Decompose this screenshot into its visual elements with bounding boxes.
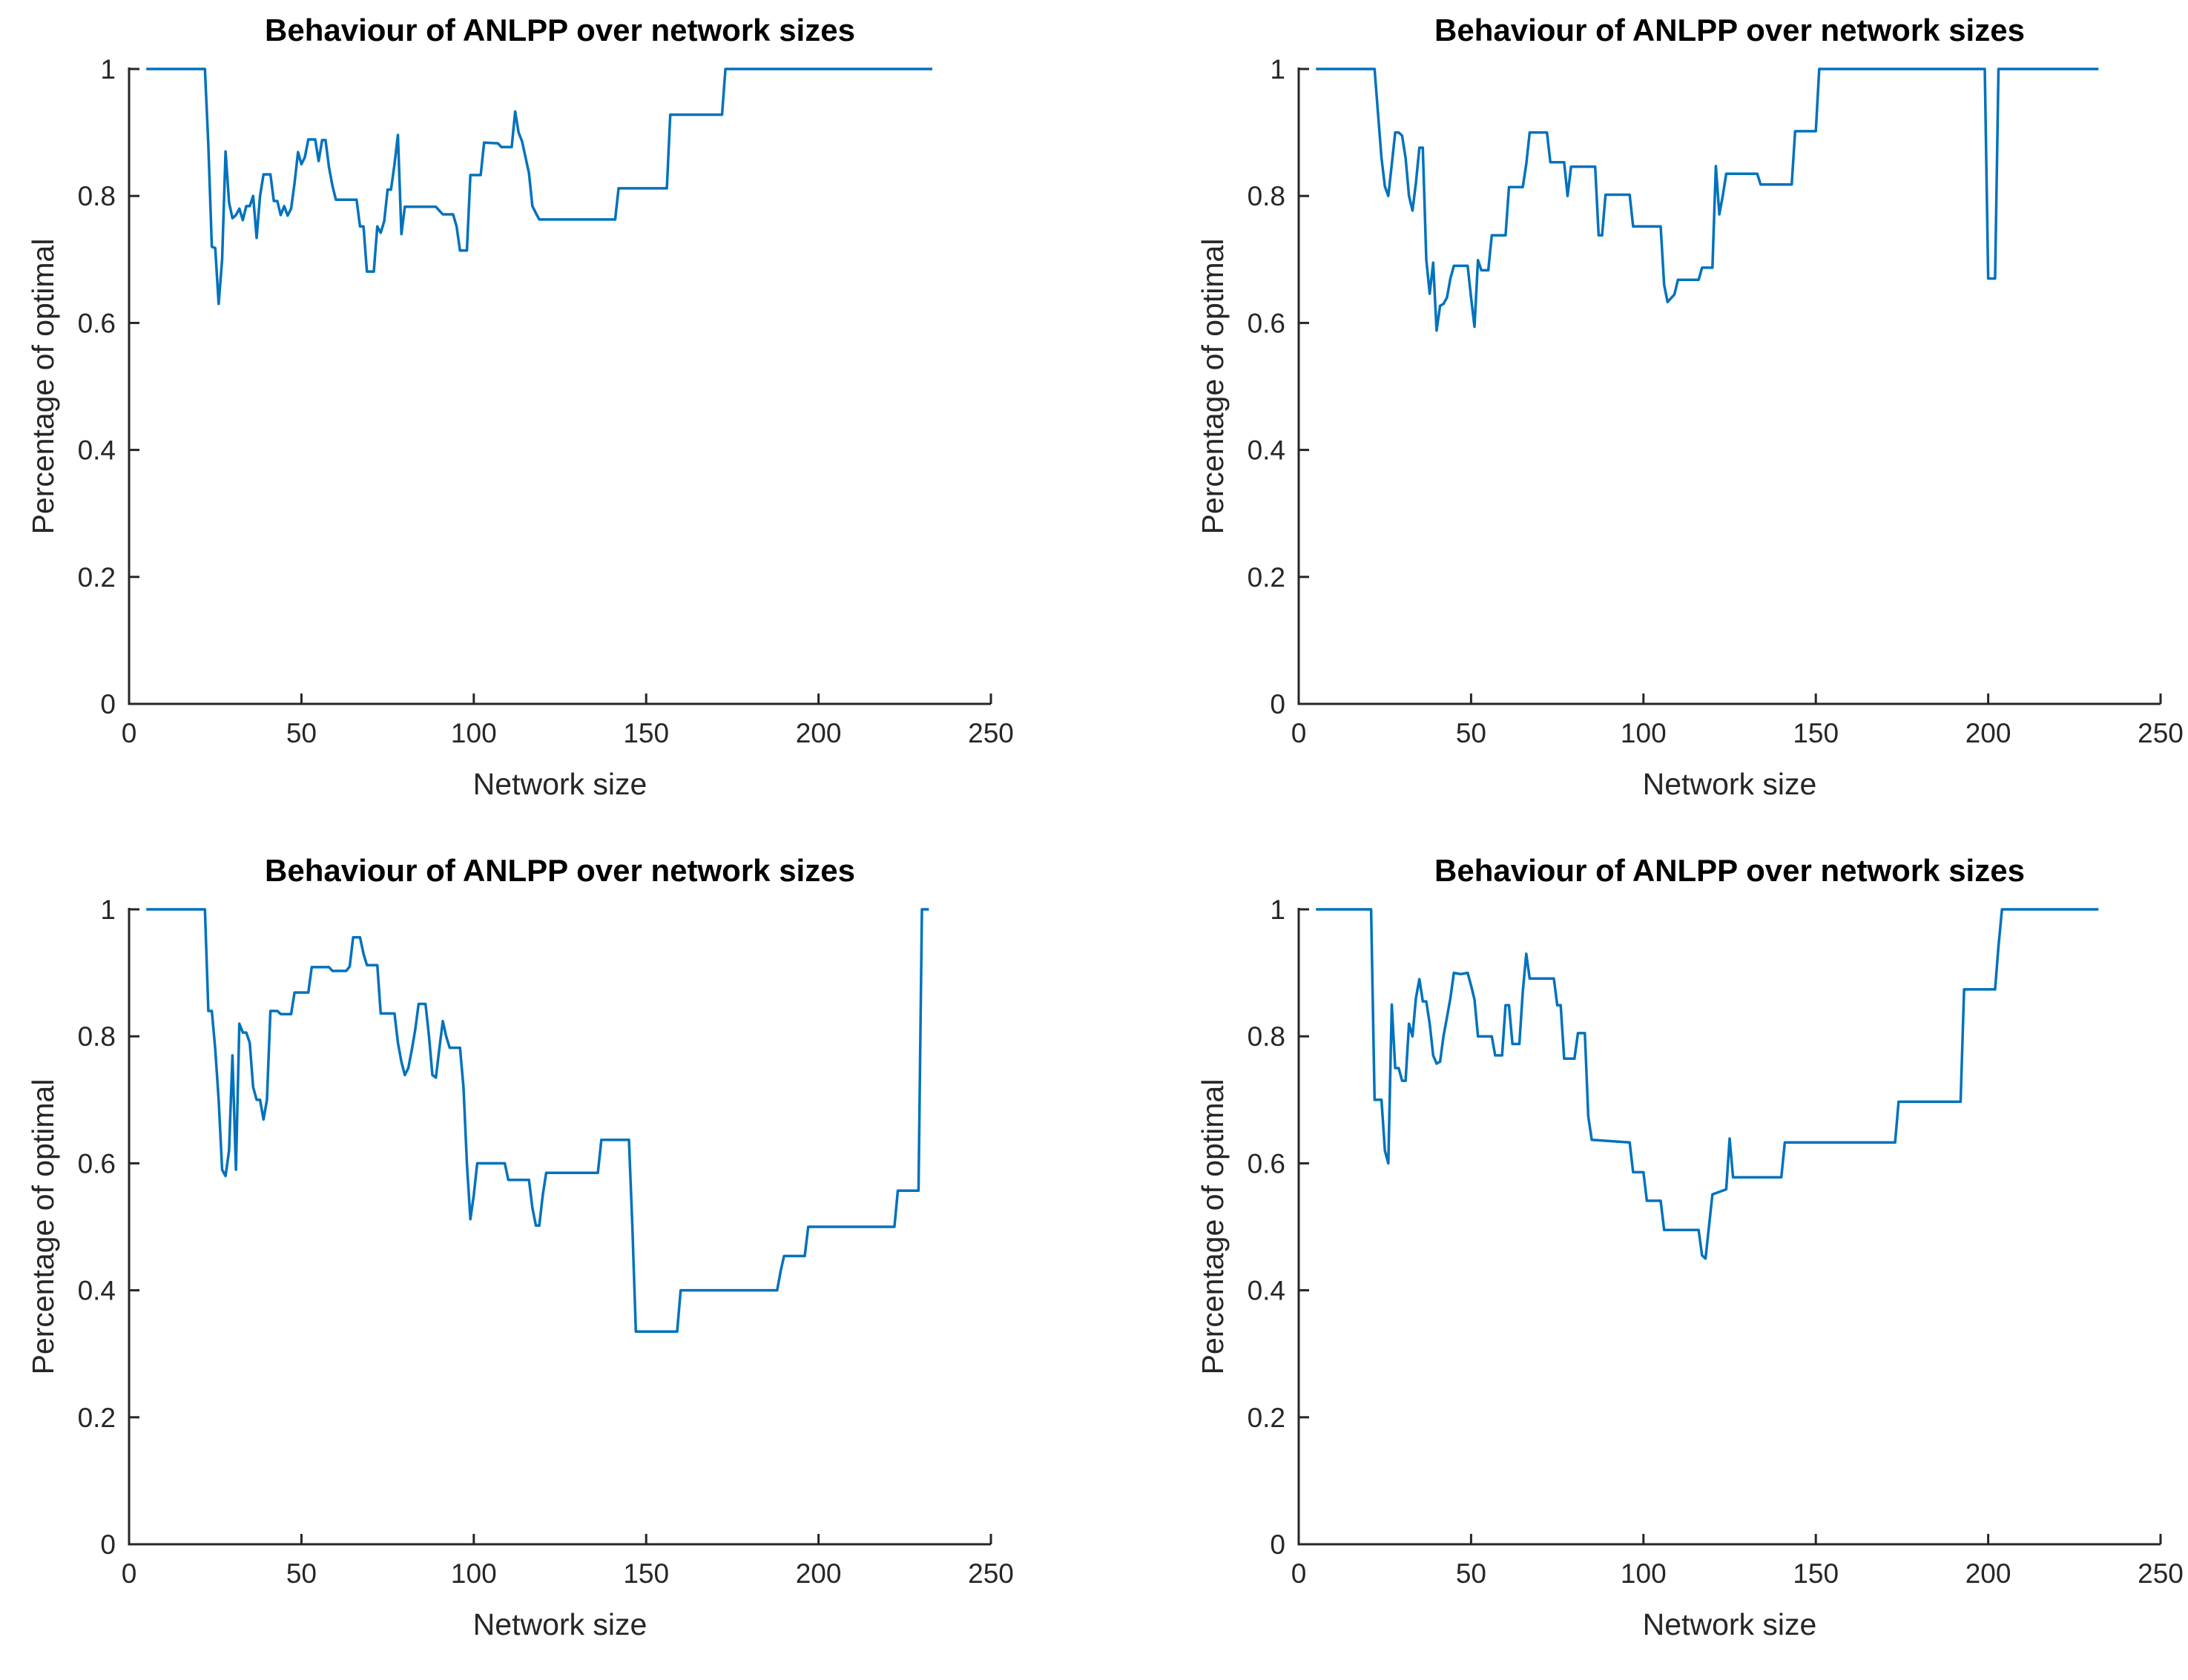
x-tick-label: 150 bbox=[1793, 718, 1839, 748]
y-tick-label: 0.6 bbox=[78, 308, 116, 338]
subplot-top-left: Behaviour of ANLPP over network sizes 0 50… bbox=[0, 0, 1094, 840]
x-tick-label: 0 bbox=[1291, 718, 1307, 748]
x-tick-label: 50 bbox=[286, 718, 317, 748]
x-tick-label: 50 bbox=[286, 1558, 317, 1589]
y-tick-label: 0.8 bbox=[78, 1021, 116, 1052]
x-axis-label: Network size bbox=[473, 767, 647, 801]
y-tick-label: 0.2 bbox=[78, 1403, 116, 1433]
y-tick-label: 0.8 bbox=[1248, 1021, 1285, 1052]
y-tick-label: 1 bbox=[1270, 54, 1285, 85]
x-tick-label: 150 bbox=[623, 1558, 669, 1589]
subplot-bottom-right: Behaviour of ANLPP over network sizes 0 50… bbox=[1094, 840, 2188, 1680]
x-tick-label: 250 bbox=[2138, 1558, 2184, 1589]
x-tick-label: 50 bbox=[1456, 718, 1486, 748]
plot-title: Behaviour of ANLPP over network sizes bbox=[265, 853, 855, 888]
data-line-anlpp bbox=[146, 908, 929, 1333]
x-tick-label: 250 bbox=[968, 718, 1014, 748]
subplot-bottom-left: Behaviour of ANLPP over network sizes 0 50… bbox=[0, 840, 1094, 1680]
y-tick-label: 0.4 bbox=[1248, 1276, 1285, 1306]
x-tick-label: 150 bbox=[623, 718, 669, 748]
x-tick-label: 200 bbox=[796, 718, 842, 748]
y-axis-label: Percentage of optimal bbox=[1196, 239, 1230, 535]
plot-title: Behaviour of ANLPP over network sizes bbox=[1434, 13, 2025, 47]
subplot-top-left-canvas: Behaviour of ANLPP over network sizes 0 50… bbox=[26, 13, 1014, 801]
x-tick-label: 100 bbox=[451, 1558, 497, 1589]
data-line-anlpp bbox=[1316, 908, 2099, 1260]
x-tick-label: 200 bbox=[796, 1558, 842, 1589]
y-tick-label: 1 bbox=[100, 54, 116, 85]
x-axis-label: Network size bbox=[473, 1607, 647, 1641]
x-tick-label: 250 bbox=[968, 1558, 1014, 1589]
data-line-anlpp bbox=[1316, 67, 2099, 332]
subplot-bottom-right-canvas: Behaviour of ANLPP over network sizes 0 50… bbox=[1196, 853, 2184, 1641]
y-tick-label: 0.6 bbox=[1248, 308, 1285, 338]
x-tick-label: 50 bbox=[1456, 1558, 1486, 1589]
y-axis-label: Percentage of optimal bbox=[26, 239, 60, 535]
y-tick-label: 0.4 bbox=[78, 1276, 116, 1306]
y-tick-label: 0.6 bbox=[78, 1148, 116, 1179]
x-tick-label: 0 bbox=[122, 718, 137, 748]
plot-title: Behaviour of ANLPP over network sizes bbox=[1434, 853, 2025, 888]
data-line-anlpp bbox=[146, 67, 932, 306]
subplot-top-right: Behaviour of ANLPP over network sizes 0 50… bbox=[1094, 0, 2188, 840]
y-tick-label: 0 bbox=[1270, 1529, 1285, 1560]
y-tick-label: 0.4 bbox=[78, 435, 116, 466]
y-axis-label: Percentage of optimal bbox=[26, 1079, 60, 1375]
y-tick-label: 0 bbox=[100, 689, 116, 719]
x-axis-label: Network size bbox=[1643, 1607, 1817, 1641]
x-axis-label: Network size bbox=[1643, 767, 1817, 801]
y-tick-label: 0.2 bbox=[1248, 1403, 1285, 1433]
y-tick-label: 0.8 bbox=[78, 181, 116, 211]
y-tick-label: 0.6 bbox=[1248, 1148, 1285, 1179]
subplot-bottom-left-canvas: Behaviour of ANLPP over network sizes 0 50… bbox=[26, 853, 1014, 1641]
y-tick-label: 0.8 bbox=[1248, 181, 1285, 211]
x-tick-label: 200 bbox=[1965, 718, 2011, 748]
y-tick-label: 1 bbox=[100, 895, 116, 925]
plot-title: Behaviour of ANLPP over network sizes bbox=[265, 13, 855, 47]
x-tick-label: 0 bbox=[122, 1558, 137, 1589]
x-tick-label: 100 bbox=[451, 718, 497, 748]
x-tick-label: 200 bbox=[1965, 1558, 2011, 1589]
subplot-top-right-canvas: Behaviour of ANLPP over network sizes 0 50… bbox=[1196, 13, 2184, 801]
y-tick-label: 0.2 bbox=[1248, 562, 1285, 593]
y-tick-label: 1 bbox=[1270, 895, 1285, 925]
y-tick-label: 0.4 bbox=[1248, 435, 1285, 466]
y-tick-label: 0.2 bbox=[78, 562, 116, 593]
x-tick-label: 100 bbox=[1621, 1558, 1667, 1589]
y-tick-label: 0 bbox=[1270, 689, 1285, 719]
x-tick-label: 250 bbox=[2138, 718, 2184, 748]
x-tick-label: 100 bbox=[1621, 718, 1667, 748]
x-tick-label: 150 bbox=[1793, 1558, 1839, 1589]
y-axis-label: Percentage of optimal bbox=[1196, 1079, 1230, 1375]
x-tick-label: 0 bbox=[1291, 1558, 1307, 1589]
y-tick-label: 0 bbox=[100, 1529, 116, 1560]
